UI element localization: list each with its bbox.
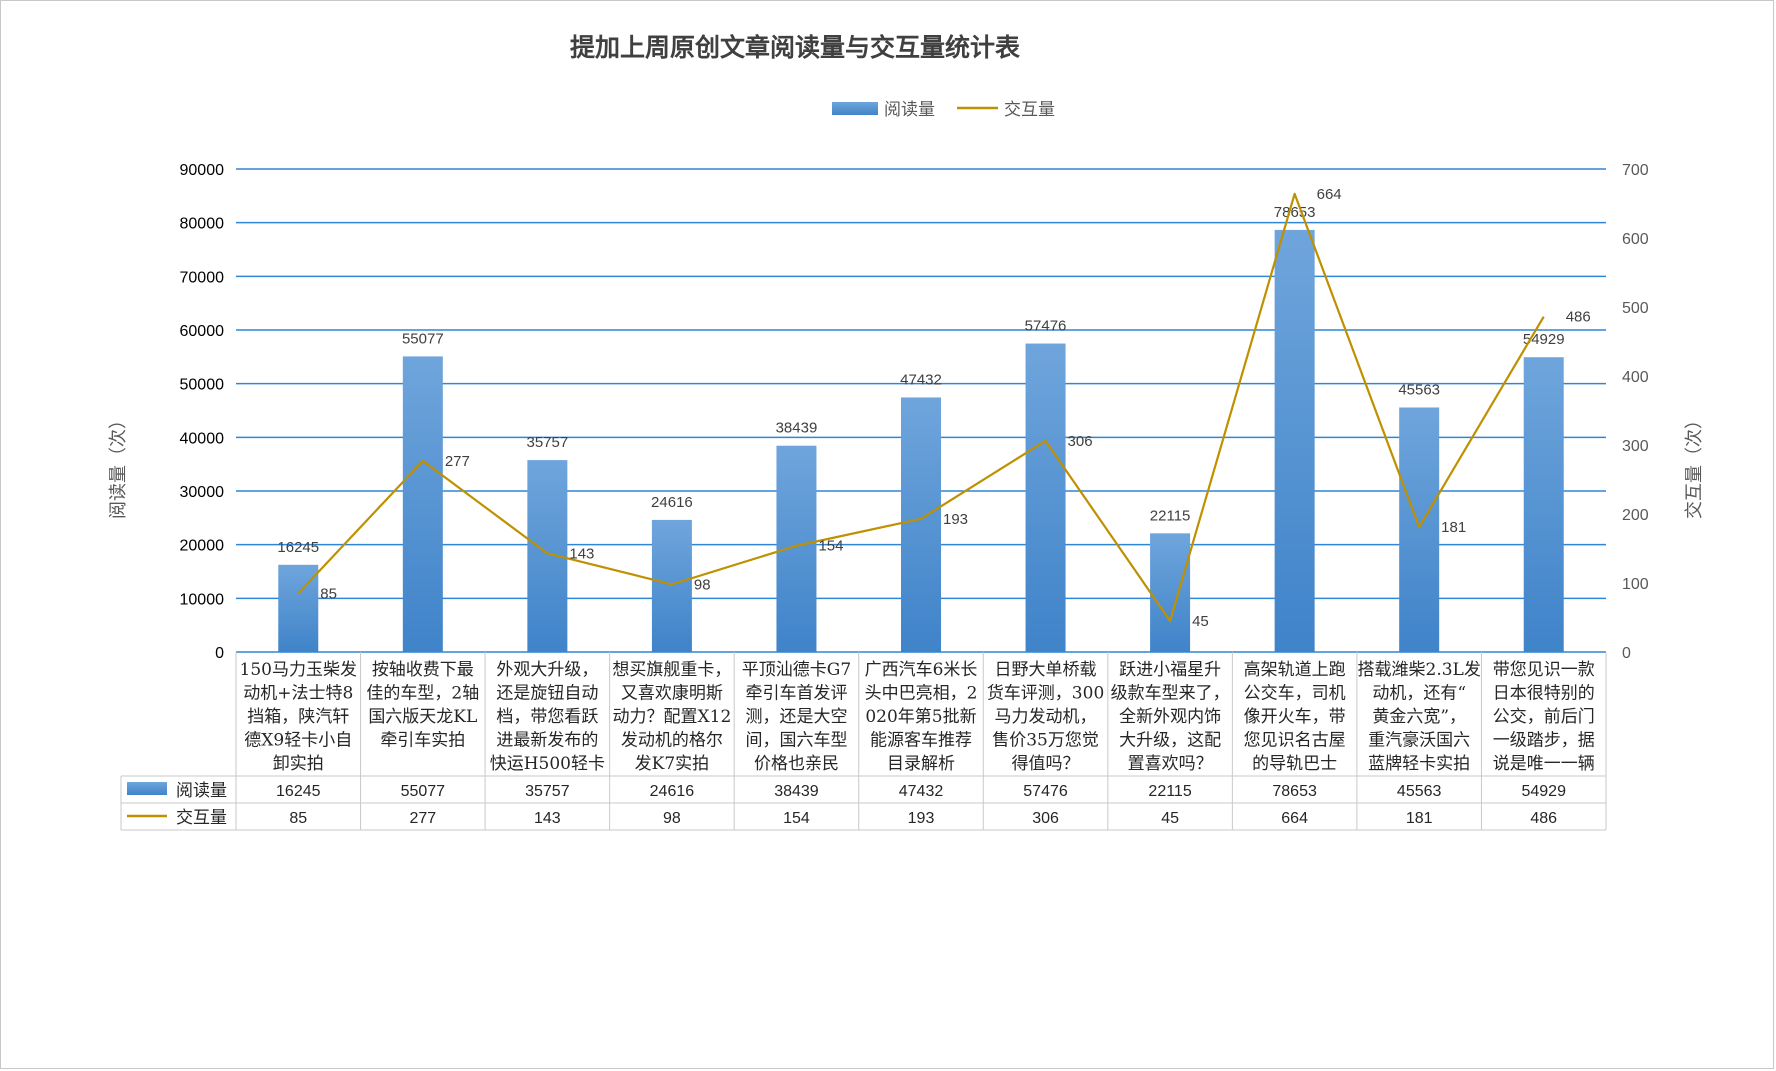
bar bbox=[1025, 343, 1066, 652]
category-label: 平顶汕德卡G7 牵引车首发评测，还是大空间，国六车型价格也亲民 bbox=[742, 660, 851, 774]
legend-label-bar: 阅读量 bbox=[884, 100, 935, 120]
table-cell: 35757 bbox=[525, 783, 570, 800]
line-data-labels: 85 277 143 98 154 193 306 45 664 181 486 bbox=[320, 186, 1590, 630]
category-label: 带您见识一款日本很特别的公交，前后门一级踏步，据说是唯一一辆 bbox=[1493, 660, 1595, 774]
table-cell: 55077 bbox=[401, 783, 446, 800]
y-tick-label: 90000 bbox=[180, 162, 225, 179]
y-tick-label: 0 bbox=[215, 645, 224, 662]
y2-axis-title: 交互量（次） bbox=[1684, 411, 1705, 519]
bar-value-label: 35757 bbox=[527, 434, 569, 451]
line-value-label: 98 bbox=[694, 576, 711, 593]
line-value-label: 193 bbox=[943, 511, 968, 528]
table-cell: 277 bbox=[409, 810, 436, 827]
table-cell: 45 bbox=[1161, 810, 1179, 827]
line-value-label: 181 bbox=[1441, 519, 1466, 536]
table-legend-bar bbox=[127, 782, 167, 795]
bar bbox=[402, 356, 443, 652]
bar bbox=[651, 519, 692, 652]
bar-value-label: 16245 bbox=[277, 539, 319, 556]
y2-tick-label: 600 bbox=[1622, 231, 1649, 248]
bar-value-label: 24616 bbox=[651, 494, 693, 511]
table-cell: 78653 bbox=[1272, 783, 1317, 800]
table-cell: 54929 bbox=[1521, 783, 1566, 800]
bar-value-label: 38439 bbox=[776, 420, 818, 437]
table-cell: 486 bbox=[1530, 810, 1557, 827]
line-value-label: 277 bbox=[445, 453, 470, 470]
bar-value-label: 78653 bbox=[1274, 204, 1316, 221]
bar bbox=[1150, 533, 1191, 652]
y2-tick-label: 400 bbox=[1622, 369, 1649, 386]
y-tick-label: 30000 bbox=[180, 484, 225, 501]
y-tick-label: 40000 bbox=[180, 430, 225, 447]
line-series bbox=[297, 192, 1545, 623]
table-cell: 664 bbox=[1281, 810, 1308, 827]
legend-label-line: 交互量 bbox=[1004, 100, 1055, 120]
table-cell: 306 bbox=[1032, 810, 1059, 827]
line-value-label: 664 bbox=[1317, 186, 1342, 203]
y2-tick-label: 300 bbox=[1622, 438, 1649, 455]
category-label: 按轴收费下最佳的车型，2轴国六版天龙KL 牵引车实拍 bbox=[366, 660, 479, 751]
y-tick-label: 80000 bbox=[180, 216, 225, 233]
bar-value-label: 47432 bbox=[900, 371, 942, 388]
bar bbox=[776, 445, 817, 652]
table-cell: 45563 bbox=[1397, 783, 1442, 800]
y-tick-label: 70000 bbox=[180, 269, 225, 286]
category-label: 广西汽车6米长头中巴亮相，2 020年第5批新能源客车推荐目录解析 bbox=[865, 660, 978, 774]
table-cell: 47432 bbox=[899, 783, 944, 800]
bar-value-label: 55077 bbox=[402, 330, 444, 347]
bar-series bbox=[278, 229, 1564, 652]
category-label: 外观大升级，还是旋钮自动档，带您看跃进最新发布的快运H500轻卡 bbox=[490, 660, 605, 774]
line-value-label: 45 bbox=[1192, 613, 1209, 630]
table-cell: 57476 bbox=[1023, 783, 1068, 800]
table-cell: 38439 bbox=[774, 783, 819, 800]
bar-value-label: 57476 bbox=[1025, 318, 1067, 335]
table-row-header: 阅读量 bbox=[176, 781, 227, 801]
table-cell: 24616 bbox=[650, 783, 695, 800]
data-table: 150马力玉柴发动机+法士特8 挡箱，陕汽轩德X9轻卡小自卸实拍按轴收费下最佳的车… bbox=[120, 652, 1607, 831]
line-value-label: 486 bbox=[1566, 309, 1591, 326]
table-cell: 143 bbox=[534, 810, 561, 827]
y-tick-label: 60000 bbox=[180, 323, 225, 340]
y-axis-ticks: 0 10000 20000 30000 40000 50000 60000 70000 8000… bbox=[180, 162, 225, 662]
table-cell: 98 bbox=[663, 810, 681, 827]
y-tick-label: 50000 bbox=[180, 377, 225, 394]
table-cell: 85 bbox=[289, 810, 307, 827]
table-row-header: 交互量 bbox=[176, 808, 227, 828]
bar bbox=[901, 397, 941, 652]
y-tick-label: 10000 bbox=[180, 591, 225, 608]
legend-swatch-bar bbox=[832, 102, 878, 115]
line-value-label: 306 bbox=[1068, 433, 1093, 450]
y2-tick-label: 500 bbox=[1622, 300, 1649, 317]
bar-value-label: 22115 bbox=[1150, 507, 1191, 524]
line-value-label: 85 bbox=[320, 585, 337, 602]
bar-data-labels: 16245 55077 35757 24616 38439 47432 57476 22115… bbox=[277, 204, 1564, 556]
y2-tick-label: 100 bbox=[1622, 576, 1649, 593]
table-cell: 181 bbox=[1406, 810, 1433, 827]
table-cell: 22115 bbox=[1148, 783, 1191, 800]
y-axis-title: 阅读量（次） bbox=[108, 411, 129, 519]
y2-tick-label: 700 bbox=[1622, 162, 1649, 179]
category-label: 跃进小福星升级款车型来了，全新外观内饰大升级，这配置喜欢吗？ bbox=[1111, 660, 1230, 774]
y2-axis-ticks: 0 100 200 300 400 500 600 700 bbox=[1622, 162, 1649, 662]
y2-tick-label: 200 bbox=[1622, 507, 1649, 524]
line-value-label: 143 bbox=[569, 545, 594, 562]
category-label: 日野大单桥载货车评测，300 马力发动机，售价35万您觉得值吗？ bbox=[987, 660, 1104, 774]
bar bbox=[1523, 357, 1564, 652]
table-cell: 154 bbox=[783, 810, 810, 827]
category-label: 高架轨道上跑公交车，司机像开火车，带您见识名古屋的导轨巴士 bbox=[1244, 660, 1346, 774]
table-cell: 193 bbox=[908, 810, 935, 827]
bar-value-label: 45563 bbox=[1398, 381, 1440, 398]
y2-tick-label: 0 bbox=[1622, 645, 1631, 662]
category-label: 搭载潍柴2.3L发动机，还有“黄金六宽”，重汽豪沃国六蓝牌轻卡实拍 bbox=[1358, 660, 1481, 774]
bar bbox=[1399, 407, 1440, 652]
y-tick-label: 20000 bbox=[180, 538, 225, 555]
bar bbox=[1274, 229, 1315, 652]
table-cell: 16245 bbox=[276, 783, 321, 800]
chart-title: 提加上周原创文章阅读量与交互量统计表 bbox=[570, 33, 1021, 62]
line-value-label: 154 bbox=[818, 538, 843, 555]
category-label: 想买旗舰重卡，又喜欢康明斯动力？配置X12 发动机的格尔发K7实拍 bbox=[612, 660, 731, 774]
category-label: 150马力玉柴发动机+法士特8 挡箱，陕汽轩德X9轻卡小自卸实拍 bbox=[240, 660, 357, 774]
